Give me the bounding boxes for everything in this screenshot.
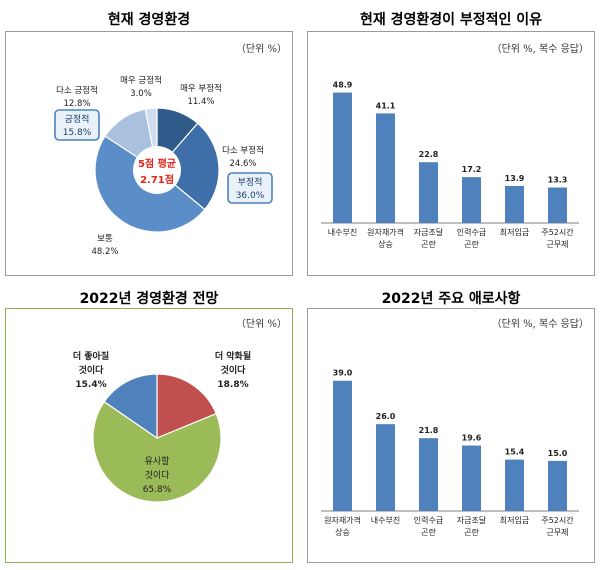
category-tick-label: 원자재가격 — [324, 515, 361, 525]
category-tick-label: 자금조달 — [457, 516, 487, 525]
slice-label: 보통 — [97, 234, 113, 244]
bar-value-label: 13.3 — [548, 176, 568, 185]
bar — [548, 460, 567, 511]
bar — [462, 445, 481, 511]
slice-value: 65.8% — [143, 485, 172, 495]
category-tick-label: 내수부진 — [328, 227, 357, 237]
bar-value-label: 15.4 — [505, 448, 525, 457]
category-tick-label: 곤란 — [464, 239, 479, 249]
bar — [376, 113, 395, 223]
chart-title: 2022년 주요 애로사항 — [381, 291, 521, 307]
category-tick-label: 곤란 — [421, 527, 436, 537]
slice-label: 더 좋아질 — [73, 350, 109, 362]
slice-label: 것이다 — [145, 470, 171, 481]
bar-value-label: 13.9 — [505, 174, 525, 183]
pie-slice — [103, 373, 158, 440]
donut-hole — [133, 146, 181, 194]
category-tick-label: 인력수급 — [414, 515, 443, 525]
bar-value-label: 48.9 — [333, 81, 353, 90]
category-tick-label: 곤란 — [464, 527, 479, 537]
slice-label: 다소 긍정적 — [56, 85, 98, 96]
slice-label: 매우 부정적 — [180, 83, 222, 94]
slice-value: 15.4% — [75, 380, 106, 390]
slice-label: 유사할 — [145, 456, 170, 467]
bar — [505, 185, 524, 223]
unit-label: （단위 %, 복수 응답） — [491, 44, 589, 55]
category-tick-label: 자금조달 — [414, 228, 444, 237]
category-tick-label: 최저임금 — [500, 515, 529, 525]
chart-frame — [307, 308, 595, 563]
slice-label: 다소 부정적 — [222, 145, 264, 156]
bar — [333, 380, 352, 511]
center-label: 5점 평균 — [138, 157, 176, 170]
bar — [548, 187, 567, 223]
pie-slice — [156, 122, 220, 211]
slice-value: 18.8% — [217, 380, 248, 390]
bar-value-label: 21.8 — [419, 426, 439, 435]
slice-label: 더 악화될 — [215, 350, 251, 362]
category-tick-label: 내수부진 — [371, 515, 400, 525]
category-tick-label: 상승 — [378, 239, 393, 249]
chart-title: 현재 경영환경 — [107, 12, 191, 28]
pie-chart-current-environment: 매우 부정적 11.4% 다소 부정적 24.6% 보통 48.2% 다소 긍정적 12.8%… — [54, 75, 273, 257]
bar-value-label: 19.6 — [462, 434, 482, 443]
slice-value: 11.4% — [187, 97, 214, 107]
group-box — [227, 172, 273, 204]
unit-label: （단위 %, 복수 응답） — [491, 319, 589, 330]
category-tick-label: 인력수급 — [457, 227, 486, 237]
panel-negative-reasons: 현재 경영환경이 부정적인 이유 （단위 %, 복수 응답） 48.9 내수부진 4… — [307, 5, 595, 280]
category-tick-label: 원자재가격 — [367, 227, 404, 237]
slice-label: 것이다 — [79, 364, 105, 376]
pie-slice — [156, 373, 217, 439]
category-tick-label: 주52시간 — [541, 227, 574, 237]
unit-label: （단위 %） — [235, 319, 287, 330]
category-tick-label: 상승 — [335, 527, 350, 537]
category-tick-label: 곤란 — [421, 239, 436, 249]
group-box-label: 부정적 — [238, 176, 263, 188]
category-tick-label: 최저임금 — [500, 227, 529, 237]
bar — [419, 438, 438, 511]
bar — [505, 459, 524, 511]
group-box-value: 15.8% — [63, 128, 92, 138]
panel-2022-outlook: 2022년 경영환경 전망 （단위 %） 더 악화될 것이다 18.8% 유사할 것이다… — [5, 286, 293, 566]
group-box — [54, 109, 100, 141]
category-tick-label: 주52시간 — [541, 515, 574, 525]
group-box-value: 36.0% — [236, 191, 265, 201]
center-value: 2.71점 — [140, 174, 174, 186]
bar-value-label: 41.1 — [376, 101, 396, 110]
slice-value: 48.2% — [91, 247, 118, 257]
bar-value-label: 26.0 — [376, 412, 396, 421]
bar — [419, 162, 438, 223]
chart-title: 현재 경영환경이 부정적인 이유 — [359, 12, 543, 28]
slice-label: 매우 긍정적 — [120, 75, 162, 86]
slice-value: 12.8% — [63, 99, 90, 109]
slice-value: 3.0% — [130, 89, 152, 99]
chart-frame — [307, 31, 595, 276]
slice-value: 24.6% — [229, 159, 256, 169]
chart-title: 2022년 경영환경 전망 — [79, 291, 219, 307]
bar-value-label: 39.0 — [333, 369, 353, 378]
panel-current-environment: 현재 경영환경 （단위 %） 매우 부정적 11.4% 다소 부정적 24.6% 보통 4… — [5, 5, 293, 280]
bar-value-label: 22.8 — [419, 150, 439, 159]
slice-label: 것이다 — [221, 364, 247, 376]
group-box-label: 긍정적 — [65, 113, 90, 125]
bar-value-label: 15.0 — [548, 449, 568, 458]
bar — [462, 177, 481, 223]
category-tick-label: 근무제 — [546, 240, 568, 249]
bar-value-label: 17.2 — [462, 165, 482, 174]
unit-label: （단위 %） — [235, 44, 287, 55]
pie-slice — [92, 400, 222, 503]
bar — [333, 92, 352, 223]
category-tick-label: 근무제 — [546, 528, 568, 537]
bar — [376, 424, 395, 511]
